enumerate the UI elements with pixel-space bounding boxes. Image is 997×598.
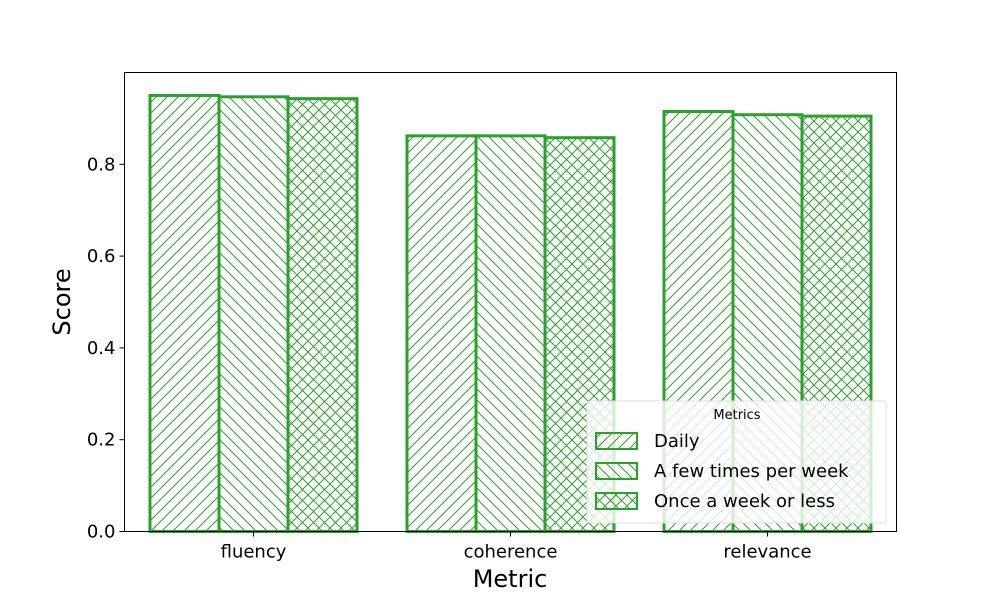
bar-fluency-a-few-times-per-week	[217, 95, 290, 534]
x-tick-label-relevance: relevance	[723, 542, 811, 563]
legend-box	[586, 400, 887, 524]
legend-swatch-once-a-week-or-less	[595, 492, 638, 510]
bar-coherence-daily	[405, 134, 478, 533]
legend-label-a-few-times-per-week: A few times per week	[654, 461, 849, 482]
legend-swatch-daily	[595, 432, 638, 450]
legend-label-once-a-week-or-less: Once a week or less	[654, 491, 835, 512]
x-tick-label-fluency: fluency	[221, 542, 287, 563]
bar-fluency-once-a-week-or-less	[286, 97, 359, 534]
y-tick-label: 0.8	[87, 154, 116, 175]
legend-label-daily: Daily	[654, 431, 700, 452]
x-axis: fluency coherence relevance	[221, 531, 812, 563]
y-axis-title: Score	[48, 268, 76, 335]
legend-title: Metrics	[713, 408, 760, 423]
legend-swatch-a-few-times-per-week	[595, 462, 638, 480]
y-tick-label: 0.2	[87, 430, 116, 451]
bar-fluency-daily	[148, 93, 221, 533]
legend: Metrics Daily A few times per week Once a …	[586, 400, 887, 524]
bar-coherence-a-few-times-per-week	[474, 134, 547, 533]
x-tick-label-coherence: coherence	[464, 542, 558, 563]
y-tick-label: 0.6	[87, 246, 116, 267]
y-tick-label: 0.4	[87, 338, 116, 359]
y-axis: 0.0 0.2 0.4 0.6 0.8	[87, 154, 125, 543]
x-axis-title: Metric	[473, 565, 548, 593]
y-tick-label: 0.0	[87, 522, 116, 543]
